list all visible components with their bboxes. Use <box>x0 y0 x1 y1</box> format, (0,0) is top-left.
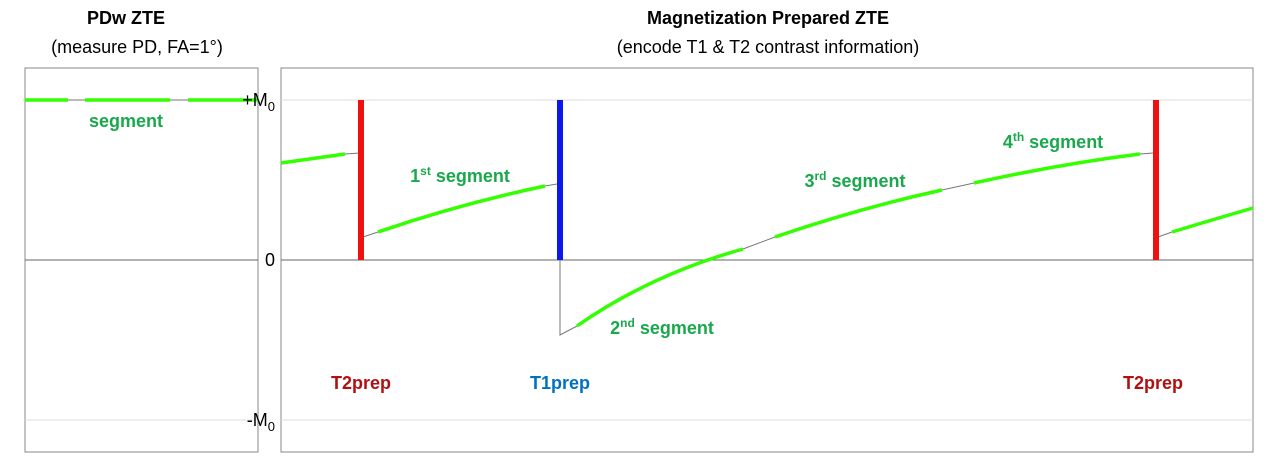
right-subtitle: (encode T1 & T2 contrast information) <box>617 37 919 57</box>
left-panel: segment <box>24 67 259 453</box>
segment-label: 3rd segment <box>804 169 905 191</box>
t2prep-pulse <box>358 100 364 260</box>
segment-label: 4th segment <box>1003 130 1103 152</box>
prep-label: T2prep <box>1123 373 1183 393</box>
axis-label: -M0 <box>247 410 275 434</box>
segment-label: 2nd segment <box>610 316 714 338</box>
t1prep-pulse <box>557 100 563 260</box>
axis-label: 0 <box>265 250 275 270</box>
segment-label: 1st segment <box>410 164 510 186</box>
left-title: PDw ZTE <box>87 8 165 28</box>
prep-label: T2prep <box>331 373 391 393</box>
segment-label: segment <box>89 111 163 131</box>
prep-label: T1prep <box>530 373 590 393</box>
left-subtitle: (measure PD, FA=1°) <box>51 37 223 57</box>
t2prep-pulse <box>1153 100 1159 260</box>
right-panel: +M0 0 -M0 1st segment 2nd segment 3rd segme… <box>242 67 1254 453</box>
right-title: Magnetization Prepared ZTE <box>647 8 889 28</box>
axis-label: +M0 <box>242 90 275 114</box>
